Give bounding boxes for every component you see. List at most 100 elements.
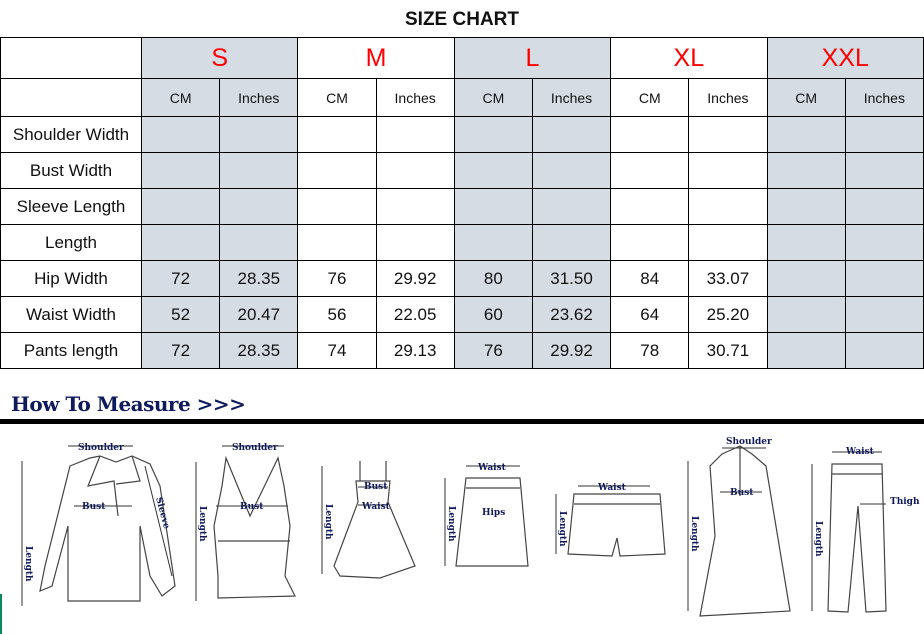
value-cell: 52 [140, 296, 221, 333]
value-cell: 64 [610, 296, 690, 333]
value-cell: 56 [297, 296, 377, 333]
value-cell: 28.35 [219, 260, 299, 297]
value-cell [531, 152, 612, 189]
label-length: Length [446, 506, 456, 542]
value-cell [375, 116, 455, 153]
unit-cm: CM [610, 78, 690, 117]
corner-cell [0, 37, 142, 79]
row-label: Length [0, 224, 142, 261]
dress-illustration: Bust Waist Length [321, 461, 416, 579]
value-cell [375, 152, 455, 189]
label-shoulder: Shoulder [232, 443, 278, 453]
value-cell [844, 332, 924, 369]
value-cell: 60 [453, 296, 533, 333]
row-label: Sleeve Length [0, 188, 142, 225]
edge-marker [0, 594, 2, 634]
value-cell [140, 188, 221, 225]
value-cell [219, 188, 299, 225]
value-cell [766, 116, 846, 153]
value-cell [610, 224, 690, 261]
size-header: M [297, 37, 455, 79]
value-cell [453, 188, 533, 225]
table-row: Length [0, 224, 924, 261]
tank-top-illustration: Shoulder Bust Length [195, 443, 296, 601]
size-header-row: S M L XL XXL [0, 37, 924, 79]
value-cell [766, 296, 846, 333]
label-waist: Waist [477, 463, 507, 473]
row-label: Waist Width [0, 296, 142, 333]
divider [0, 419, 924, 424]
value-cell: 25.20 [688, 296, 768, 333]
value-cell [297, 116, 377, 153]
skirt-illustration: Waist Hips Length [444, 463, 529, 567]
value-cell [688, 224, 768, 261]
value-cell [531, 188, 612, 225]
label-length: Length [557, 511, 567, 547]
table-row: Hip Width 72 28.35 76 29.92 80 31.50 84 33.07 [0, 260, 924, 297]
coat-illustration: Shoulder Bust Length [687, 437, 791, 617]
size-header: L [453, 37, 612, 79]
label-bust: Bust [82, 502, 106, 512]
label-shoulder: Shoulder [78, 443, 124, 453]
shorts-illustration: Waist Length [555, 483, 666, 557]
value-cell [297, 152, 377, 189]
value-cell [531, 224, 612, 261]
value-cell: 74 [297, 332, 377, 369]
value-cell: 22.05 [375, 296, 455, 333]
value-cell [453, 116, 533, 153]
label-length: Length [23, 546, 33, 582]
value-cell [140, 224, 221, 261]
value-cell [219, 152, 299, 189]
value-cell: 28.35 [219, 332, 299, 369]
value-cell [140, 116, 221, 153]
value-cell: 23.62 [531, 296, 612, 333]
label-hips: Hips [482, 508, 505, 518]
size-header: XXL [766, 37, 924, 79]
value-cell [844, 116, 924, 153]
value-cell [375, 188, 455, 225]
label-length: Length [323, 504, 333, 540]
value-cell [610, 116, 690, 153]
unit-inches: Inches [844, 78, 924, 117]
value-cell [610, 188, 690, 225]
row-label: Bust Width [0, 152, 142, 189]
label-length: Length [197, 506, 207, 542]
value-cell [297, 224, 377, 261]
unit-inches: Inches [531, 78, 612, 117]
value-cell [844, 152, 924, 189]
size-label: M [365, 43, 387, 72]
value-cell: 29.92 [531, 332, 612, 369]
value-cell: 78 [610, 332, 690, 369]
size-header: XL [610, 37, 768, 79]
table-row: Sleeve Length [0, 188, 924, 225]
value-cell [375, 224, 455, 261]
value-cell [219, 224, 299, 261]
value-cell: 72 [140, 332, 221, 369]
corner-cell [0, 78, 142, 117]
row-label: Hip Width [0, 260, 142, 297]
size-table: S M L XL XXL CM Inches CM Inches CM Inches CM Inches… [0, 37, 924, 369]
value-cell [766, 152, 846, 189]
value-cell [140, 152, 221, 189]
label-shoulder: Shoulder [726, 437, 772, 447]
value-cell [297, 188, 377, 225]
value-cell [688, 152, 768, 189]
chart-title: SIZE CHART [405, 9, 519, 30]
value-cell: 30.71 [688, 332, 768, 369]
unit-cm: CM [140, 78, 221, 117]
unit-inches: Inches [219, 78, 299, 117]
blouse-illustration: Shoulder Bust Length Sleeve [21, 443, 176, 606]
label-length: Length [813, 521, 823, 557]
table-row: Pants length 72 28.35 74 29.13 76 29.92 78 30.71 [0, 332, 924, 369]
size-label: XL [673, 43, 705, 72]
value-cell [453, 152, 533, 189]
value-cell [766, 332, 846, 369]
label-waist: Waist [845, 447, 875, 457]
table-row: Bust Width [0, 152, 924, 189]
value-cell [844, 224, 924, 261]
unit-cm: CM [453, 78, 533, 117]
unit-cm: CM [766, 78, 846, 117]
value-cell: 80 [453, 260, 533, 297]
size-header: S [140, 37, 299, 79]
